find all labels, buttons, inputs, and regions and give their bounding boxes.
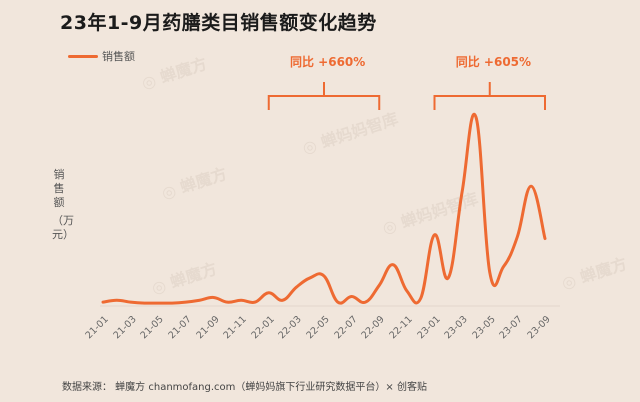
legend: 销售额 [68, 48, 135, 64]
chart-title: 23年1-9月药膳类目销售额变化趋势 [60, 12, 377, 34]
legend-label: 销售额 [102, 50, 135, 63]
legend-line-swatch [68, 54, 98, 58]
annotation-brackets [267, 82, 546, 110]
bracket-0 [267, 82, 381, 110]
annotation-yoy-2022: 同比 +660% [290, 55, 366, 69]
annotation-yoy-2023: 同比 +605% [455, 55, 532, 69]
sales-line [101, 112, 547, 305]
bracket-1 [433, 82, 546, 110]
data-source: 数据来源： 蝉魔方 chanmofang.com（蝉妈妈旗下行业研究数据平台）×… [62, 382, 427, 393]
y-axis-label: 销售额 [53, 168, 65, 209]
